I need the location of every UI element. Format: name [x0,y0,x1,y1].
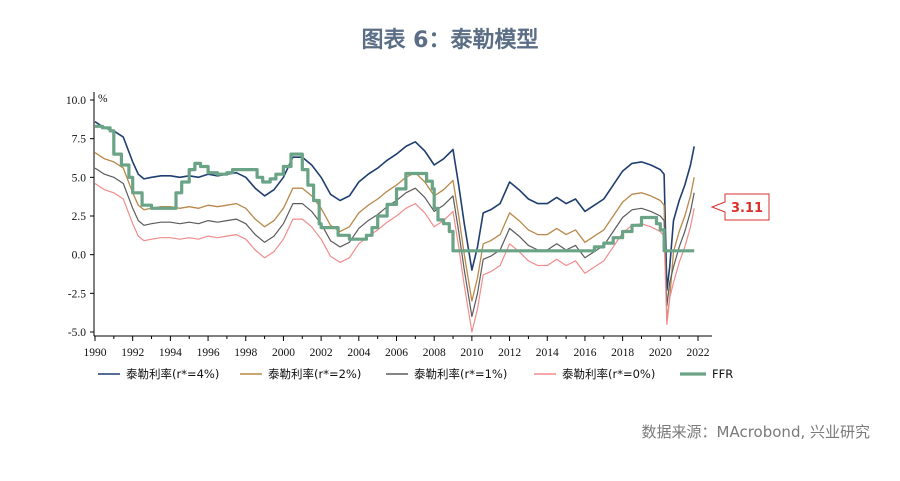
x-tick-label: 2022 [687,347,710,359]
x-tick-label: 2000 [272,347,295,359]
y-tick-label: 5.0 [72,172,87,184]
x-tick-label: 1998 [234,347,257,359]
x-tick-label: 2018 [611,347,634,359]
x-tick-label: 2020 [649,347,672,359]
x-tick-label: 1990 [84,347,107,359]
x-tick-label: 2014 [536,347,559,359]
series-line-4 [95,124,695,253]
x-tick-label: 1994 [159,347,182,359]
axes: 10.0 7.5 5.0 2.5 0.0 -2.5 -5.0% 1990 1992 1994 199… [66,92,712,359]
x-tick-label: 2008 [423,347,446,359]
callout-box [710,193,770,221]
x-tick-label: 2016 [573,347,596,359]
x-tick-label: 2002 [310,347,333,359]
legend-label-4: FFR [712,367,733,381]
x-tick-label: 2004 [347,347,370,359]
series-layer [94,121,695,333]
value-callout: 3.11 [710,193,770,221]
x-tick-label: 1992 [121,347,144,359]
chart-title: 图表 6：泰勒模型 [361,28,539,53]
series-line-1 [94,152,695,322]
y-tick-label: 2.5 [72,211,87,223]
series-line-2 [94,167,695,318]
source-note: 数据来源：MAcrobond, 兴业研究 [641,423,870,441]
y-unit-label: % [98,93,108,105]
x-tick-label: 2006 [385,347,408,359]
y-tick-label: -5.0 [68,327,86,339]
y-tick-label: 10.0 [66,95,86,107]
x-tick-label: 2010 [460,347,483,359]
y-tick-label: -2.5 [68,288,86,300]
x-tick-label: 2012 [498,347,521,359]
callout-label: 3.11 [731,201,763,216]
series-line-0 [94,121,695,291]
y-tick-label: 0.0 [72,250,87,262]
legend-label-2: 泰勒利率(r*=1%) [414,367,507,381]
legend-label-1: 泰勒利率(r*=2%) [268,367,361,381]
legend-label-0: 泰勒利率(r*=4%) [126,367,219,381]
x-tick-label: 1996 [197,347,220,359]
legend: 泰勒利率(r*=4%) 泰勒利率(r*=2%) 泰勒利率(r*=1%) 泰勒利率(r*… [98,367,733,381]
legend-label-3: 泰勒利率(r*=0%) [562,367,655,381]
y-tick-label: 7.5 [72,134,87,146]
